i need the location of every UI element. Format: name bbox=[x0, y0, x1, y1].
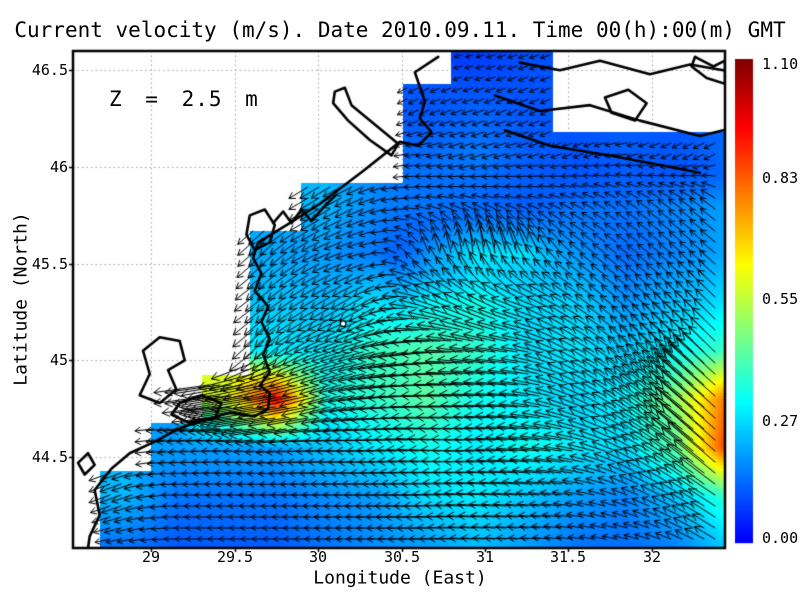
colorbar-tick-0-83: 0.83 bbox=[762, 169, 799, 187]
x-tick-30-5: 30.5 bbox=[383, 548, 421, 566]
depth-annotation: Z = 2.5 m bbox=[109, 87, 259, 111]
y-tick-46-5: 46.5 bbox=[31, 61, 68, 79]
y-tick-44-5: 44.5 bbox=[31, 448, 68, 466]
y-tick-45-5: 45.5 bbox=[31, 255, 68, 273]
colorbar-tick-0-27: 0.27 bbox=[762, 412, 799, 430]
x-tick-29: 29 bbox=[141, 548, 161, 566]
colorbar-tick-0-55: 0.55 bbox=[762, 290, 799, 308]
chart-title: Current velocity (m/s). Date 2010.09.11.… bbox=[14, 18, 786, 42]
colorbar-tick-1-10: 1.10 bbox=[762, 55, 799, 73]
x-tick-29-5: 29.5 bbox=[216, 548, 254, 566]
x-tick-32: 32 bbox=[642, 548, 662, 566]
x-tick-31-5: 31.5 bbox=[549, 548, 587, 566]
x-tick-30: 30 bbox=[308, 548, 328, 566]
y-tick-45: 45 bbox=[49, 351, 68, 369]
x-tick-31: 31 bbox=[475, 548, 495, 566]
y-tick-46: 46 bbox=[49, 158, 68, 176]
x-axis-label: Longitude (East) bbox=[313, 567, 487, 589]
colorbar-tick-0-00: 0.00 bbox=[762, 529, 799, 547]
y-axis-label: Latitude (North) bbox=[10, 212, 32, 386]
